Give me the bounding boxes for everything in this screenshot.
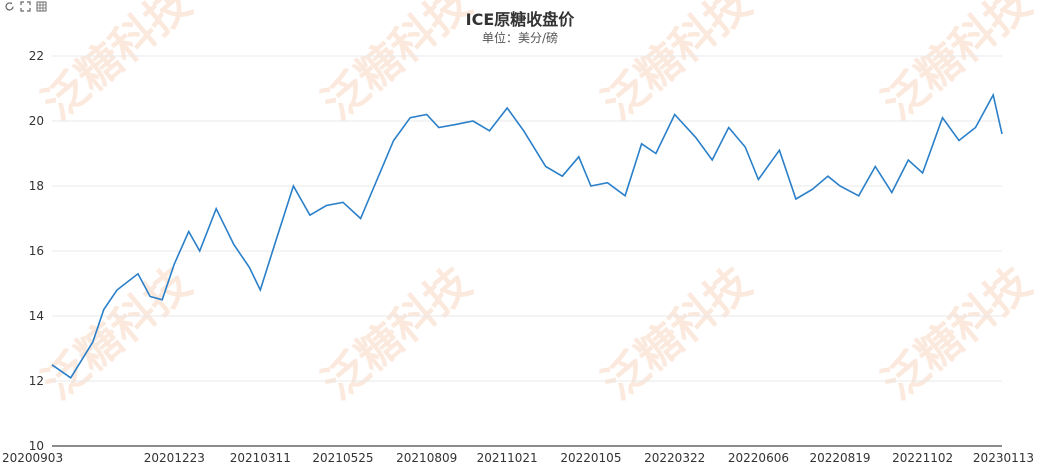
refresh-icon[interactable] — [3, 0, 15, 12]
x-tick-label: 20200903 — [2, 451, 63, 465]
y-tick-label: 16 — [29, 244, 44, 258]
y-tick-label: 20 — [29, 114, 44, 128]
x-tick-label: 20220105 — [560, 451, 621, 465]
x-tick-label: 20220606 — [728, 451, 789, 465]
fullscreen-icon[interactable] — [19, 0, 31, 12]
chart-subtitle: 单位：美分/磅 — [481, 31, 559, 45]
x-tick-label: 20210525 — [312, 451, 373, 465]
y-tick-label: 12 — [29, 374, 44, 388]
watermark-text: 泛糖科技 — [873, 258, 1040, 410]
x-tick-label: 20221102 — [892, 451, 953, 465]
x-tick-label: 20211021 — [477, 451, 538, 465]
series-line — [51, 92, 1003, 379]
data-view-icon[interactable] — [35, 0, 47, 12]
y-tick-label: 14 — [29, 309, 44, 323]
chart-toolbar — [3, 0, 47, 14]
x-tick-label: 20230113 — [973, 451, 1034, 465]
grid-lines — [52, 55, 1002, 382]
y-tick-label: 18 — [29, 179, 44, 193]
x-tick-label: 20210809 — [396, 451, 457, 465]
watermark-text: 泛糖科技 — [593, 258, 761, 410]
y-tick-label: 10 — [29, 439, 44, 453]
y-axis: 10 12 14 16 18 20 22 — [29, 49, 44, 453]
x-tick-label: 20220819 — [809, 451, 870, 465]
x-axis: 20200903 20201223 20210311 20210525 20210809… — [2, 445, 1034, 465]
watermark-text: 泛糖科技 — [33, 258, 201, 410]
watermark-text: 泛糖科技 — [313, 258, 481, 410]
chart-title: ICE原糖收盘价 — [465, 10, 575, 29]
x-tick-label: 20210311 — [230, 451, 291, 465]
x-tick-label: 20201223 — [144, 451, 205, 465]
x-tick-label: 20220322 — [644, 451, 705, 465]
y-tick-label: 22 — [29, 49, 44, 63]
